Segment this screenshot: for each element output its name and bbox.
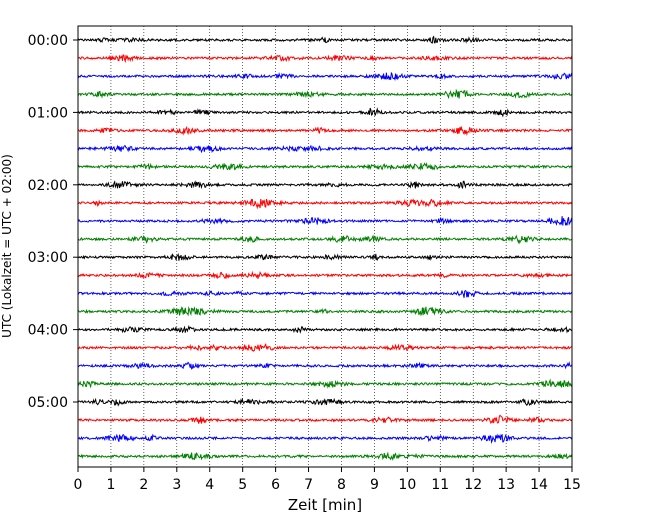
x-tick-label: 3 bbox=[172, 477, 181, 493]
x-tick-label: 10 bbox=[398, 477, 416, 493]
seismogram-trace bbox=[77, 234, 573, 245]
seismogram-trace bbox=[77, 361, 573, 370]
y-axis: 00:00 01:00 02:00 03:00 04:00 05:00 bbox=[28, 33, 78, 411]
x-tick-label: 15 bbox=[563, 477, 581, 493]
x-axis: 0 1 2 3 4 5 6 7 8 9 10 11 12 13 14 15 bbox=[74, 467, 581, 493]
seismogram-trace bbox=[77, 324, 573, 334]
plot-frame bbox=[77, 25, 573, 468]
y-tick-label: 03:00 bbox=[28, 250, 68, 266]
seismogram-trace bbox=[77, 107, 573, 118]
x-tick-label: 2 bbox=[139, 477, 148, 493]
seismogram-trace bbox=[77, 198, 573, 210]
seismogram-trace bbox=[77, 342, 573, 352]
x-tick-label: 4 bbox=[205, 477, 214, 493]
seismogram-trace bbox=[77, 54, 573, 64]
trace-group bbox=[77, 35, 573, 462]
seismogram-trace bbox=[77, 125, 573, 137]
seismogram-trace bbox=[77, 144, 573, 154]
seismogram-trace bbox=[77, 433, 573, 444]
x-tick-label: 7 bbox=[304, 477, 313, 493]
y-axis-label: UTC (Lokalzeit = UTC + 02:00) bbox=[0, 154, 14, 338]
seismogram-trace bbox=[77, 71, 573, 81]
seismogram-trace bbox=[77, 306, 573, 317]
seismogram-trace bbox=[77, 270, 573, 280]
y-tick-label: 04:00 bbox=[28, 323, 68, 339]
seismogram-trace bbox=[77, 216, 573, 226]
seismogram-trace bbox=[77, 378, 573, 389]
x-tick-label: 6 bbox=[271, 477, 280, 493]
x-tick-label: 11 bbox=[431, 477, 449, 493]
seismogram-trace bbox=[77, 35, 573, 44]
seismogram-trace bbox=[77, 162, 573, 171]
y-tick-label: 01:00 bbox=[28, 105, 68, 121]
y-tick-label: 00:00 bbox=[28, 33, 68, 49]
seismogram-trace bbox=[77, 451, 573, 462]
x-axis-label: Zeit [min] bbox=[288, 496, 362, 514]
x-tick-label: 9 bbox=[370, 477, 379, 493]
x-tick-label: 5 bbox=[238, 477, 247, 493]
x-tick-label: 0 bbox=[74, 477, 83, 493]
x-tick-label: 14 bbox=[530, 477, 548, 493]
seismogram-trace bbox=[77, 289, 573, 298]
seismogram-trace bbox=[77, 88, 573, 100]
seismogram-trace bbox=[77, 414, 573, 425]
seismogram-trace bbox=[77, 397, 573, 407]
x-tick-label: 13 bbox=[497, 477, 515, 493]
x-tick-label: 1 bbox=[106, 477, 115, 493]
x-tick-label: 12 bbox=[464, 477, 482, 493]
y-tick-label: 05:00 bbox=[28, 395, 68, 411]
y-tick-label: 02:00 bbox=[28, 178, 68, 194]
seismogram-trace bbox=[77, 180, 573, 190]
x-tick-label: 8 bbox=[337, 477, 346, 493]
seismogram-trace bbox=[77, 252, 573, 262]
